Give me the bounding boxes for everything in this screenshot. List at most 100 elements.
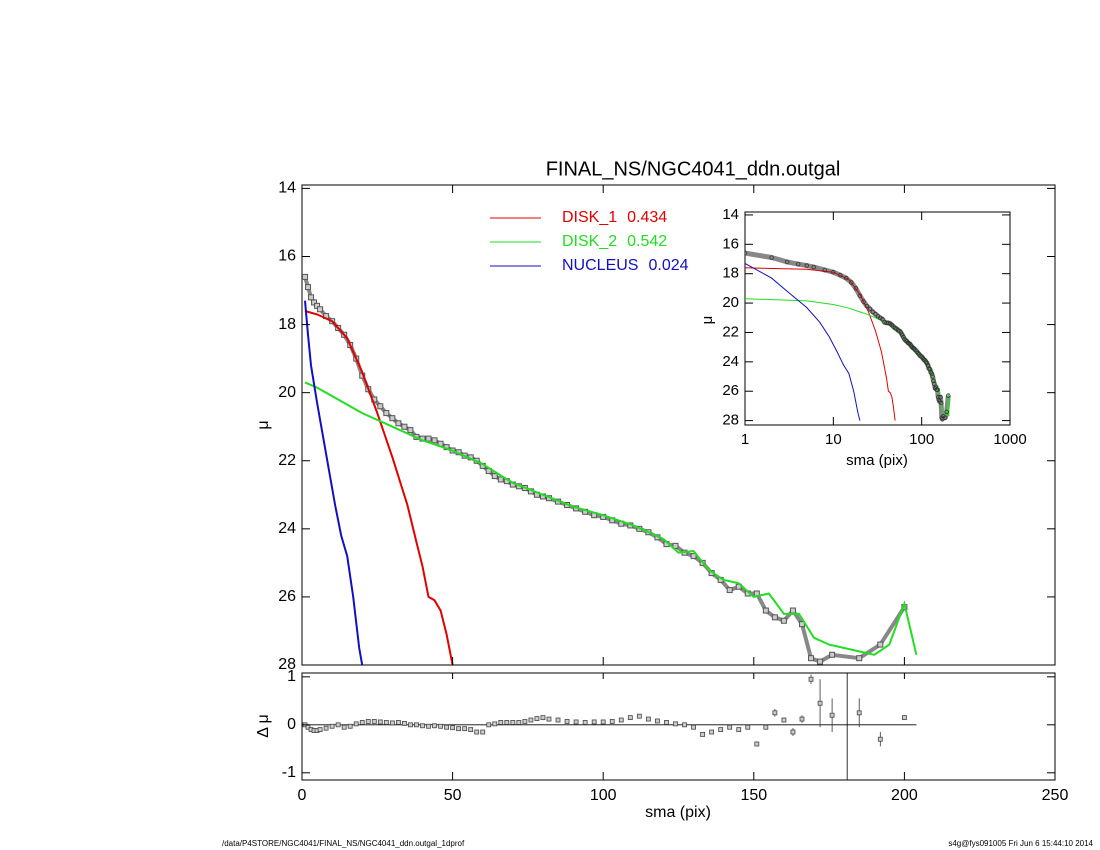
residual-axis-label: Δ μ xyxy=(255,714,272,737)
data-point xyxy=(861,299,866,304)
residual-point xyxy=(636,713,642,719)
residual-point xyxy=(504,720,510,725)
y-tick-label: 26 xyxy=(722,382,739,399)
data-point xyxy=(690,553,697,560)
data-point xyxy=(943,415,948,420)
data-point xyxy=(838,272,843,278)
data-point xyxy=(936,394,941,400)
inset-x-label: sma (pix) xyxy=(846,452,908,469)
model-line xyxy=(304,310,454,665)
data-point xyxy=(395,420,402,427)
residual-frame xyxy=(301,672,1056,781)
x-tick-label: 50 xyxy=(444,787,462,804)
residual-point xyxy=(474,729,480,735)
residual-point xyxy=(808,676,814,682)
residual-point xyxy=(817,700,823,706)
residual-point xyxy=(353,721,359,727)
residual-point xyxy=(673,721,678,727)
residual-point xyxy=(389,720,395,726)
data-point xyxy=(726,587,733,594)
residual-point xyxy=(664,720,669,725)
residual-point xyxy=(468,727,474,733)
residual-point xyxy=(347,723,353,729)
data-point xyxy=(425,435,432,442)
residual-point xyxy=(763,724,769,730)
model-line xyxy=(745,298,950,418)
residual-point xyxy=(902,715,907,721)
data-point xyxy=(305,284,312,291)
residual-point xyxy=(365,719,371,724)
residual-point xyxy=(546,716,552,722)
data-point xyxy=(762,607,769,614)
inset-plot xyxy=(745,250,951,422)
data-point xyxy=(377,403,384,410)
chart-title: FINAL_NS/NGC4041_ddn.outgal xyxy=(546,158,841,180)
y-tick-label: 26 xyxy=(278,588,296,605)
residual-point xyxy=(709,729,715,735)
model-line xyxy=(304,300,364,665)
residual-point xyxy=(444,724,449,730)
residual-point xyxy=(480,729,486,735)
residual-point xyxy=(582,720,588,725)
data-point xyxy=(853,286,859,291)
residual-point xyxy=(426,723,431,729)
main-plot xyxy=(302,273,918,665)
legend-entry: DISK_2 0.542 xyxy=(562,233,667,250)
data-point xyxy=(314,302,321,309)
residual-point xyxy=(655,718,660,724)
residual-point xyxy=(591,719,597,725)
data-point xyxy=(771,614,778,621)
residual-point xyxy=(438,723,443,729)
residual-point xyxy=(408,722,413,728)
residual-point xyxy=(395,720,401,725)
x-tick-label: 100 xyxy=(590,787,617,804)
data-point xyxy=(808,655,815,662)
data-point xyxy=(877,641,884,648)
residual-point xyxy=(682,722,687,728)
residual-point xyxy=(432,723,437,729)
residual-point xyxy=(829,712,835,718)
residual-point xyxy=(335,722,341,728)
y-tick-label: 14 xyxy=(722,206,739,223)
data-point xyxy=(780,617,787,624)
y-tick-label: 20 xyxy=(278,384,296,401)
data-point xyxy=(789,607,796,614)
residual-point xyxy=(727,724,733,730)
residual-point xyxy=(856,710,862,716)
data-point xyxy=(817,658,824,665)
residual-point xyxy=(700,732,705,737)
residual-point xyxy=(510,720,516,725)
data-point xyxy=(831,270,836,275)
inset-x-tick-label: 1 xyxy=(741,431,749,448)
inset-x-tick-label: 1000 xyxy=(993,431,1026,448)
residual-point xyxy=(492,721,498,727)
data-point xyxy=(844,275,849,281)
residual-point xyxy=(341,724,347,730)
residual-point xyxy=(573,719,579,725)
footer-right: s4g@fys091005 Fri Jun 6 15:44:10 2014 xyxy=(948,839,1093,848)
data-point xyxy=(938,394,943,400)
residual-point xyxy=(555,717,561,723)
residual-point xyxy=(329,723,335,729)
residual-point xyxy=(745,724,751,730)
legend-name: DISK_1 xyxy=(562,209,617,226)
data-point xyxy=(864,303,870,309)
data-point xyxy=(829,651,836,658)
data-point xyxy=(784,259,790,265)
data-point xyxy=(672,542,679,549)
data-point xyxy=(431,437,438,444)
residual-point xyxy=(456,726,462,732)
data-point xyxy=(931,378,936,384)
residual-point xyxy=(781,717,787,723)
y-tick-label: 24 xyxy=(722,353,739,370)
inset-y-label: μ xyxy=(699,316,716,325)
main-frame xyxy=(301,184,1056,666)
data-point xyxy=(944,409,949,414)
data-point xyxy=(745,250,748,256)
residual-point xyxy=(402,720,407,726)
x-tick-label: 200 xyxy=(891,787,918,804)
y-tick-label: 22 xyxy=(722,323,739,340)
data-point xyxy=(938,400,944,406)
y-tick-label: 0 xyxy=(287,716,296,733)
